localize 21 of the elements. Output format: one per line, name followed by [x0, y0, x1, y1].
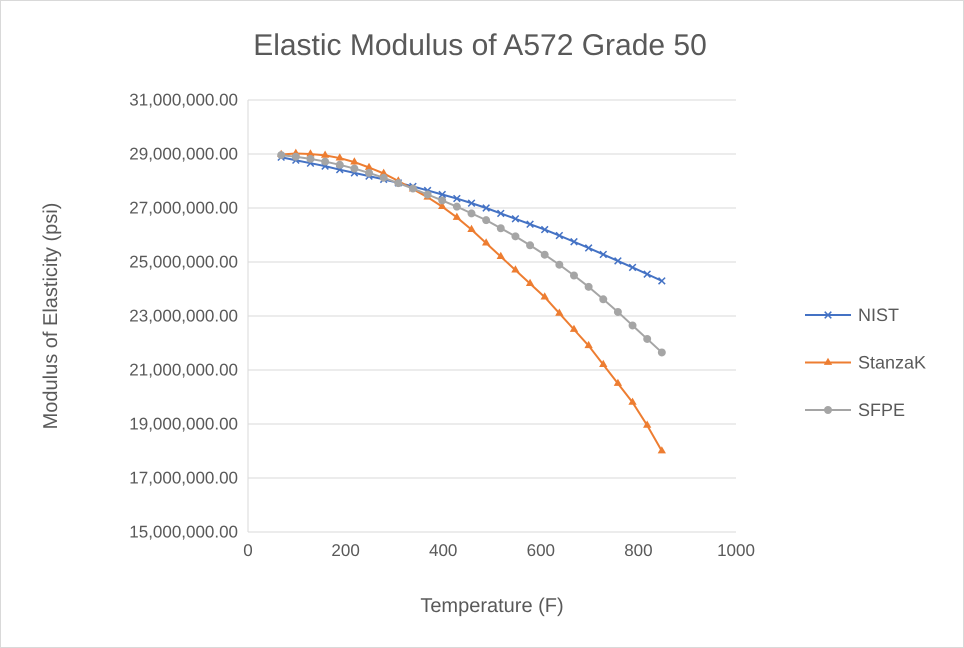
y-tick-label: 17,000,000.00 [129, 468, 238, 488]
x-tick-label: 400 [429, 541, 458, 560]
y-tick-label: 21,000,000.00 [129, 360, 238, 380]
x-tick-label: 800 [624, 541, 653, 560]
y-tick-label: 15,000,000.00 [129, 522, 238, 542]
y-tick-label: 27,000,000.00 [129, 198, 238, 218]
x-tick-label: 0 [243, 541, 253, 560]
legend-label: StanzaK [858, 352, 926, 372]
x-tick-label: 600 [526, 541, 555, 560]
y-tick-label: 25,000,000.00 [129, 252, 238, 272]
x-tick-label: 200 [331, 541, 360, 560]
chart-title: Elastic Modulus of A572 Grade 50 [253, 29, 707, 62]
y-tick-label: 23,000,000.00 [129, 306, 238, 326]
y-tick-label: 29,000,000.00 [129, 144, 238, 164]
y-tick-label: 19,000,000.00 [129, 414, 238, 434]
legend-label: NIST [858, 305, 900, 325]
y-tick-label: 31,000,000.00 [129, 90, 238, 110]
legend-label: SFPE [858, 400, 906, 420]
x-axis-title: Temperature (F) [420, 595, 564, 617]
x-tick-label: 1000 [717, 541, 755, 560]
y-axis-title: Modulus of Elasticity (psi) [40, 202, 62, 430]
